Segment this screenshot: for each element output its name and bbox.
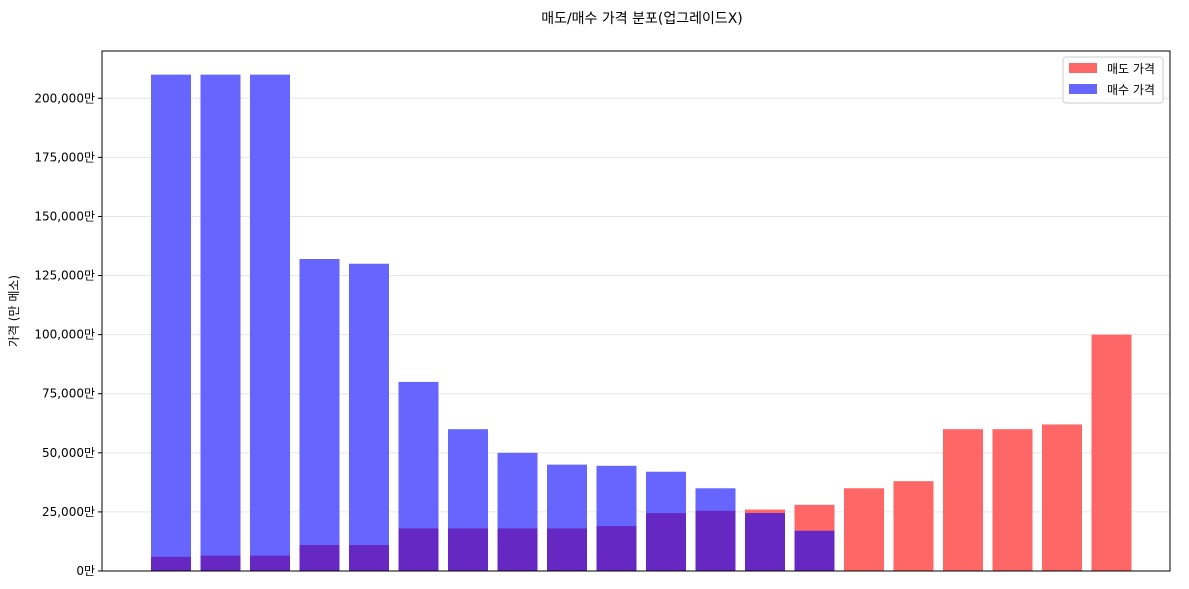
bar-overlap bbox=[448, 528, 488, 571]
plot-frame bbox=[101, 50, 1171, 572]
bar-overlap bbox=[497, 528, 538, 571]
bar-overlap bbox=[547, 528, 587, 571]
y-axis-title: 가격 (만 메소) bbox=[7, 275, 21, 347]
bar-sell-price bbox=[992, 429, 1033, 571]
bar-buy-price bbox=[200, 74, 241, 572]
legend: 매도 가격 매수 가격 bbox=[1062, 56, 1164, 104]
y-tick-label: 150,000만 bbox=[34, 209, 95, 223]
bar-sell-price bbox=[844, 488, 884, 571]
y-tick-label: 75,000만 bbox=[42, 387, 95, 401]
bar-overlap bbox=[349, 545, 389, 571]
bar-overlap bbox=[695, 510, 736, 571]
bar-sell-price bbox=[1042, 424, 1082, 571]
chart-title: 매도/매수 가격 분포(업그레이드X) bbox=[541, 11, 743, 27]
bar-sell-price bbox=[893, 481, 934, 571]
y-tick-label: 0만 bbox=[76, 564, 95, 578]
bar-overlap bbox=[398, 528, 439, 571]
legend-label-sell: 매도 가격 bbox=[1107, 62, 1155, 76]
bar-sell-price bbox=[943, 429, 983, 571]
bar-sell-price bbox=[1091, 334, 1132, 571]
y-tick-label: 125,000만 bbox=[34, 269, 95, 283]
bar-overlap bbox=[299, 545, 340, 571]
legend-swatch-buy bbox=[1069, 84, 1097, 94]
legend-swatch-sell bbox=[1069, 63, 1097, 73]
bars-layer bbox=[151, 74, 1132, 572]
bar-overlap bbox=[745, 513, 785, 571]
y-tick-label: 200,000만 bbox=[34, 91, 95, 105]
legend-label-buy: 매수 가격 bbox=[1107, 83, 1155, 97]
bar-overlap bbox=[250, 555, 290, 571]
bar-overlap bbox=[151, 556, 191, 571]
bar-buy-price bbox=[250, 74, 290, 572]
bar-buy-price bbox=[349, 263, 389, 571]
bar-overlap bbox=[596, 526, 637, 571]
y-tick-label: 25,000만 bbox=[42, 505, 95, 519]
bar-buy-price bbox=[151, 74, 191, 572]
y-tick-label: 100,000만 bbox=[34, 328, 95, 342]
bar-buy-price bbox=[299, 259, 340, 571]
y-tick-label: 175,000만 bbox=[34, 150, 95, 164]
y-axis: 0만 25,000만 50,000만 75,000만 100,000만 125,000만 1… bbox=[34, 91, 102, 578]
y-tick-label: 50,000만 bbox=[42, 446, 95, 460]
bar-overlap bbox=[794, 530, 835, 571]
bar-overlap bbox=[646, 513, 686, 571]
bar-overlap bbox=[200, 555, 241, 571]
